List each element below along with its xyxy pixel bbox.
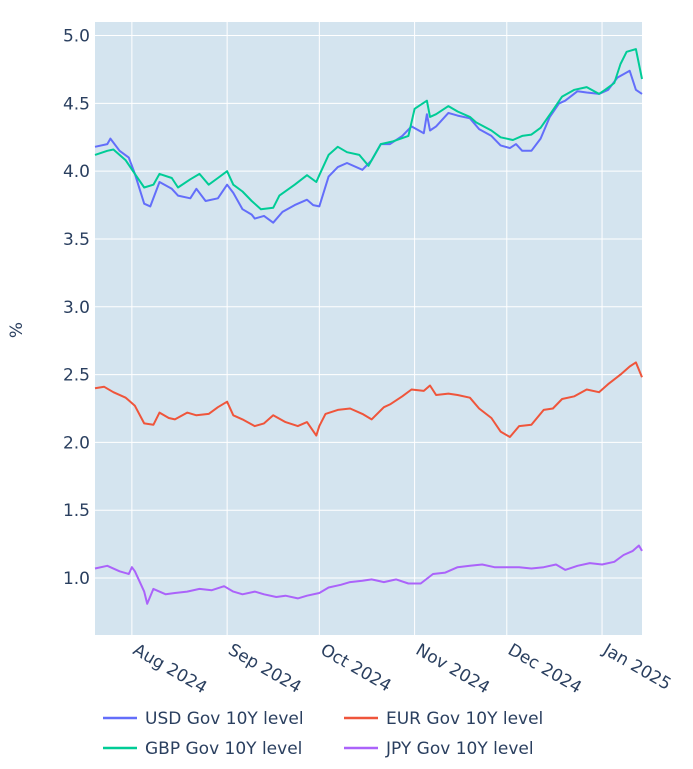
- series-line-3: [94, 544, 643, 605]
- x-tick-label: Oct 2024: [317, 640, 395, 696]
- y-tick-label: 3.0: [63, 298, 90, 318]
- x-tick-label: Nov 2024: [412, 640, 493, 698]
- legend-label: GBP Gov 10Y level: [145, 739, 302, 759]
- x-tick-label: Jan 2025: [599, 640, 675, 695]
- y-tick-label: 1.0: [63, 569, 90, 589]
- series-line-2: [94, 361, 643, 438]
- legend-item[interactable]: EUR Gov 10Y level: [344, 709, 543, 729]
- x-axis-ticks: Aug 2024 Sep 2024 Oct 2024 Nov 2024 Dec 2024…: [129, 640, 674, 699]
- legend-label: JPY Gov 10Y level: [385, 739, 534, 759]
- x-tick-label: Aug 2024: [129, 640, 210, 698]
- legend-item[interactable]: JPY Gov 10Y level: [344, 739, 534, 759]
- series-line-1: [94, 48, 643, 211]
- legend-item[interactable]: USD Gov 10Y level: [103, 709, 304, 729]
- legend[interactable]: USD Gov 10Y level GBP Gov 10Y level EUR Go…: [103, 709, 543, 759]
- y-tick-label: 3.5: [63, 230, 90, 250]
- grid-lines: [95, 22, 642, 635]
- legend-item[interactable]: GBP Gov 10Y level: [103, 739, 302, 759]
- plot-background: [95, 22, 642, 635]
- y-tick-label: 5.0: [63, 27, 90, 47]
- legend-label: EUR Gov 10Y level: [386, 709, 543, 729]
- legend-label: USD Gov 10Y level: [145, 709, 304, 729]
- x-tick-label: Sep 2024: [225, 640, 305, 698]
- x-tick-label: Dec 2024: [504, 640, 585, 698]
- y-axis-ticks: 1.0 1.5 2.0 2.5 3.0 3.5 4.0 4.5 5.0: [63, 27, 90, 589]
- series-lines: [94, 48, 643, 605]
- y-tick-label: 2.0: [63, 433, 90, 453]
- y-axis-label: %: [7, 322, 27, 338]
- y-tick-label: 4.0: [63, 162, 90, 182]
- y-tick-label: 4.5: [63, 94, 90, 114]
- y-tick-label: 1.5: [63, 501, 90, 521]
- y-tick-label: 2.5: [63, 366, 90, 386]
